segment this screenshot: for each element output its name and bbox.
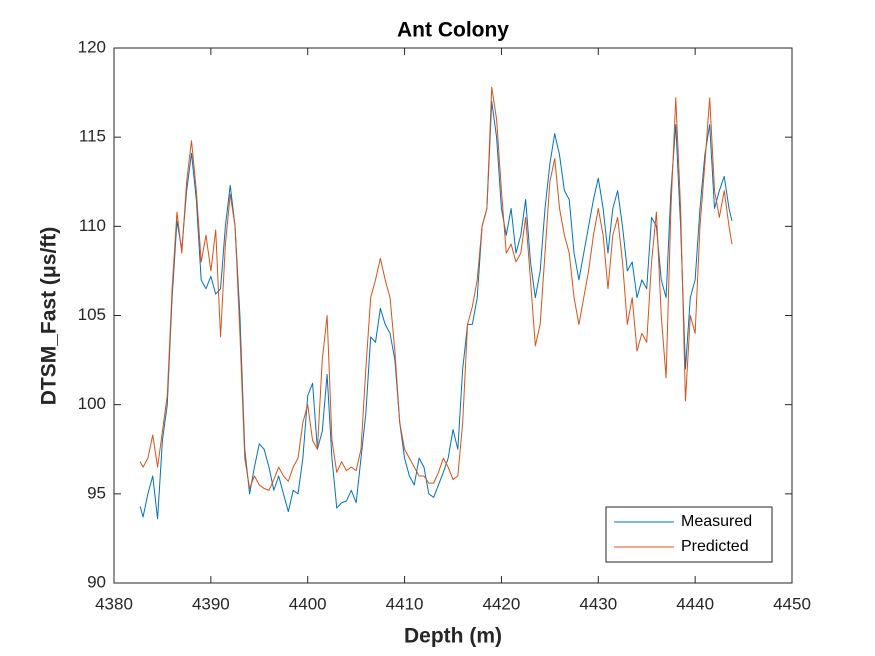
y-tick-label: 110 xyxy=(79,216,106,235)
y-tick-label: 90 xyxy=(87,572,106,591)
x-tick-label: 4430 xyxy=(579,594,617,613)
x-tick-label: 4420 xyxy=(483,594,521,613)
y-axis-label: DTSM_Fast (μs/ft) xyxy=(38,227,61,406)
x-tick-label: 4400 xyxy=(289,594,327,613)
y-tick-label: 115 xyxy=(79,127,106,146)
chart-title: Ant Colony xyxy=(397,19,509,42)
x-tick-label: 4410 xyxy=(386,594,424,613)
legend-label: Measured xyxy=(681,513,752,530)
y-tick-label: 120 xyxy=(78,37,106,56)
legend-box xyxy=(605,506,773,563)
plot-area xyxy=(113,47,793,584)
series-line xyxy=(139,86,733,491)
x-tick-label: 4450 xyxy=(773,594,811,613)
legend-label: Predicted xyxy=(681,538,749,555)
x-tick-label: 4440 xyxy=(676,594,714,613)
x-tick-label: 4390 xyxy=(192,594,230,613)
y-tick-label: 95 xyxy=(87,483,106,502)
y-tick-label: 105 xyxy=(78,305,106,324)
y-tick-label: 100 xyxy=(78,394,106,413)
x-tick-label: 4380 xyxy=(95,594,133,613)
x-axis-label: Depth (m) xyxy=(404,625,502,648)
